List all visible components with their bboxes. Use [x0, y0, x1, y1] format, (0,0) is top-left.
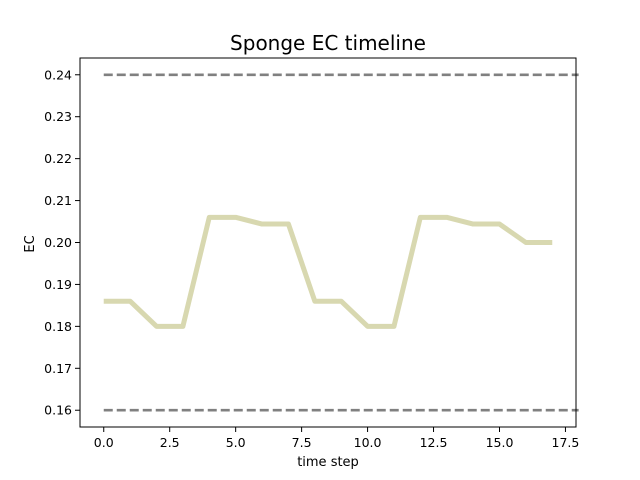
y-tick-label: 0.21 — [44, 193, 72, 208]
x-tick-label: 7.5 — [292, 435, 312, 450]
y-axis-label: EC — [23, 235, 38, 252]
y-tick-label: 0.20 — [44, 235, 72, 250]
axis-ticks: 0.0 2.5 5.0 7.5 10.0 12.5 15.0 17.5 0.16 0.17 0.18… — [44, 67, 579, 450]
x-axis-label: time step — [297, 455, 359, 470]
x-tick-label: 15.0 — [486, 435, 514, 450]
chart-title: Sponge EC timeline — [230, 31, 426, 55]
y-tick-label: 0.22 — [44, 151, 72, 166]
reference-lines — [103, 73, 579, 412]
x-tick-label: 5.0 — [226, 435, 246, 450]
series-line — [103, 214, 553, 329]
y-tick-label: 0.24 — [44, 67, 72, 82]
y-tick-label: 0.18 — [44, 319, 72, 334]
x-tick-label: 10.0 — [354, 435, 382, 450]
y-tick-label: 0.23 — [44, 109, 72, 124]
y-tick-label: 0.17 — [44, 361, 72, 376]
x-tick-label: 0.0 — [94, 435, 114, 450]
plot-area-frame — [79, 57, 577, 428]
x-tick-label: 12.5 — [420, 435, 448, 450]
y-tick-label: 0.16 — [44, 403, 72, 418]
y-tick-label: 0.19 — [44, 277, 72, 292]
x-tick-label: 17.5 — [552, 435, 580, 450]
series-group — [103, 214, 553, 329]
x-tick-label: 2.5 — [160, 435, 180, 450]
